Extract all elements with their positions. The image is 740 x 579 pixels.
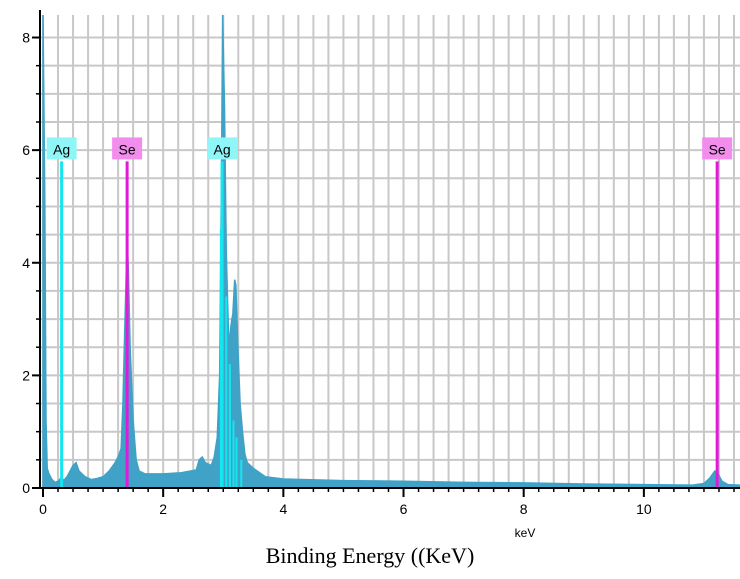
y-tick-label: 8 [22,30,30,46]
x-tick-label: 10 [636,501,652,517]
peak-markers: Ag Se Ag Se [46,137,733,488]
peak-tag-se [112,137,143,160]
y-tick-label: 2 [22,367,30,383]
y-tick-label: 0 [22,480,30,496]
peak-tag-label: Se [119,141,136,157]
x-tick-label: 6 [400,501,408,517]
peak-tag-label: Ag [53,141,70,157]
spectrum-area [42,14,740,489]
spectrum-chart: Ag Se Ag Se 0 2 4 6 8 10 0 2 4 6 8 keV [22,10,740,540]
x-tick-label: 4 [279,501,287,517]
peak-tag-label: Se [709,141,726,157]
grid [40,15,740,488]
peak-tag-ag [46,137,77,160]
peak-tag-ag [207,137,238,160]
x-axis-label: Binding Energy ((KeV) [265,543,475,568]
axes: 0 2 4 6 8 10 0 2 4 6 8 [22,10,740,517]
x-tick-label: 8 [520,501,528,517]
x-tick-label: 0 [39,501,47,517]
x-unit-label: keV [515,526,536,540]
x-tick-label: 2 [159,501,167,517]
y-tick-label: 6 [22,142,30,158]
y-tick-label: 4 [22,255,30,271]
peak-tag-se [702,137,733,160]
peak-tag-label: Ag [213,141,230,157]
